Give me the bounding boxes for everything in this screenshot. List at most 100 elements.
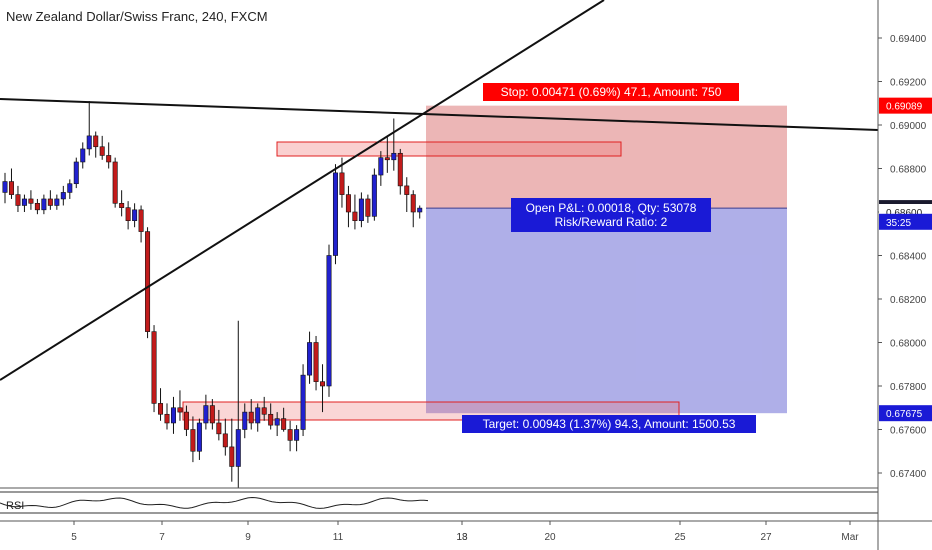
candle <box>15 194 21 206</box>
price-badge: 0.67675 <box>886 409 923 420</box>
candle <box>177 407 183 413</box>
price-badge: 35:25 <box>886 218 911 229</box>
candle <box>358 198 364 221</box>
price-tick-label: 0.69000 <box>890 121 927 132</box>
target-label-box <box>462 415 756 433</box>
candle <box>320 381 326 387</box>
candle <box>203 405 209 424</box>
candle <box>235 429 241 467</box>
time-tick-label: 25 <box>674 532 686 543</box>
time-tick-label: 20 <box>544 532 556 543</box>
price-tick-label: 0.68400 <box>890 252 927 263</box>
candle <box>112 161 118 204</box>
price-badge: 0.68600 <box>886 208 923 219</box>
candle <box>119 203 125 208</box>
candle <box>365 198 371 217</box>
time-tick-label: 5 <box>71 532 77 543</box>
candle <box>73 161 79 185</box>
candle <box>410 194 416 213</box>
candle <box>339 172 345 195</box>
support-trendline <box>0 0 605 381</box>
candle <box>190 429 196 452</box>
rsi-line <box>0 496 429 509</box>
rsi-label: RSI <box>6 500 24 512</box>
candle <box>371 174 377 217</box>
candle <box>248 411 254 424</box>
candle <box>151 331 157 404</box>
stop-label-box <box>483 83 739 101</box>
time-tick-label: 13 <box>456 532 468 543</box>
price-tick-label: 0.68200 <box>890 295 927 306</box>
stop-label: Stop: 0.00471 (0.69%) 47.1, Amount: 750 <box>501 85 722 99</box>
candle <box>60 192 66 200</box>
candle <box>170 407 176 424</box>
price-tick-label: 0.67600 <box>890 426 927 437</box>
candle <box>326 255 332 387</box>
price-badge-box <box>879 405 932 422</box>
candle <box>242 411 248 430</box>
candle <box>332 172 338 256</box>
candle <box>183 411 189 430</box>
candle <box>281 418 287 430</box>
candle <box>274 418 280 426</box>
candle <box>132 209 138 221</box>
candle <box>255 407 261 424</box>
candle <box>67 183 73 193</box>
candle <box>106 155 112 163</box>
candle <box>378 157 384 176</box>
candle <box>352 211 358 221</box>
candle <box>391 152 397 161</box>
candle <box>86 135 92 150</box>
candle <box>307 342 313 376</box>
candle <box>216 422 222 435</box>
candle <box>47 198 53 206</box>
price-tick-label: 0.68000 <box>890 339 927 350</box>
candle <box>93 135 99 148</box>
ratio-label: Risk/Reward Ratio: 2 <box>555 215 668 229</box>
chart-title: New Zealand Dollar/Swiss Franc, 240, FXC… <box>6 9 268 24</box>
candle <box>209 405 215 424</box>
candle <box>196 422 202 452</box>
time-tick-label: 9 <box>245 532 251 543</box>
target-zone <box>426 208 787 414</box>
pnl-label: Open P&L: 0.00018, Qty: 53078 <box>526 201 697 215</box>
candle <box>300 374 306 430</box>
candle <box>397 152 403 187</box>
price-tick-label: 0.69200 <box>890 78 927 89</box>
candle <box>145 231 151 332</box>
candle <box>261 407 267 415</box>
time-tick-label: 11 <box>333 532 344 543</box>
candle <box>8 181 14 195</box>
candle <box>417 207 423 213</box>
time-tick-label: 18 <box>456 532 468 543</box>
candle <box>125 207 131 221</box>
candle <box>138 209 144 232</box>
candle <box>384 157 390 161</box>
candle <box>313 342 319 382</box>
time-tick-label: Mar <box>841 532 859 543</box>
stop-zone <box>426 105 787 209</box>
candle <box>99 146 105 156</box>
candle <box>345 194 351 213</box>
candle <box>222 433 228 448</box>
resistance-box <box>276 141 622 157</box>
price-tick-label: 0.67800 <box>890 382 927 393</box>
candle <box>21 198 27 206</box>
candle <box>34 203 40 211</box>
time-tick-label: 27 <box>760 532 772 543</box>
price-tick-label: 0.68800 <box>890 165 927 176</box>
target-label: Target: 0.00943 (1.37%) 94.3, Amount: 15… <box>483 417 736 431</box>
candle <box>294 429 300 441</box>
price-badge-box <box>879 97 932 114</box>
resistance-trendline <box>0 98 879 131</box>
pnl-label-box <box>511 198 711 232</box>
candle <box>268 413 274 426</box>
price-tick-label: 0.67400 <box>890 469 927 480</box>
candle <box>54 198 60 206</box>
price-tick-label: 0.69400 <box>890 34 927 45</box>
price-badge-box <box>879 213 932 230</box>
candle <box>158 403 164 415</box>
price-axis-panel <box>878 0 932 550</box>
candle <box>28 198 34 204</box>
